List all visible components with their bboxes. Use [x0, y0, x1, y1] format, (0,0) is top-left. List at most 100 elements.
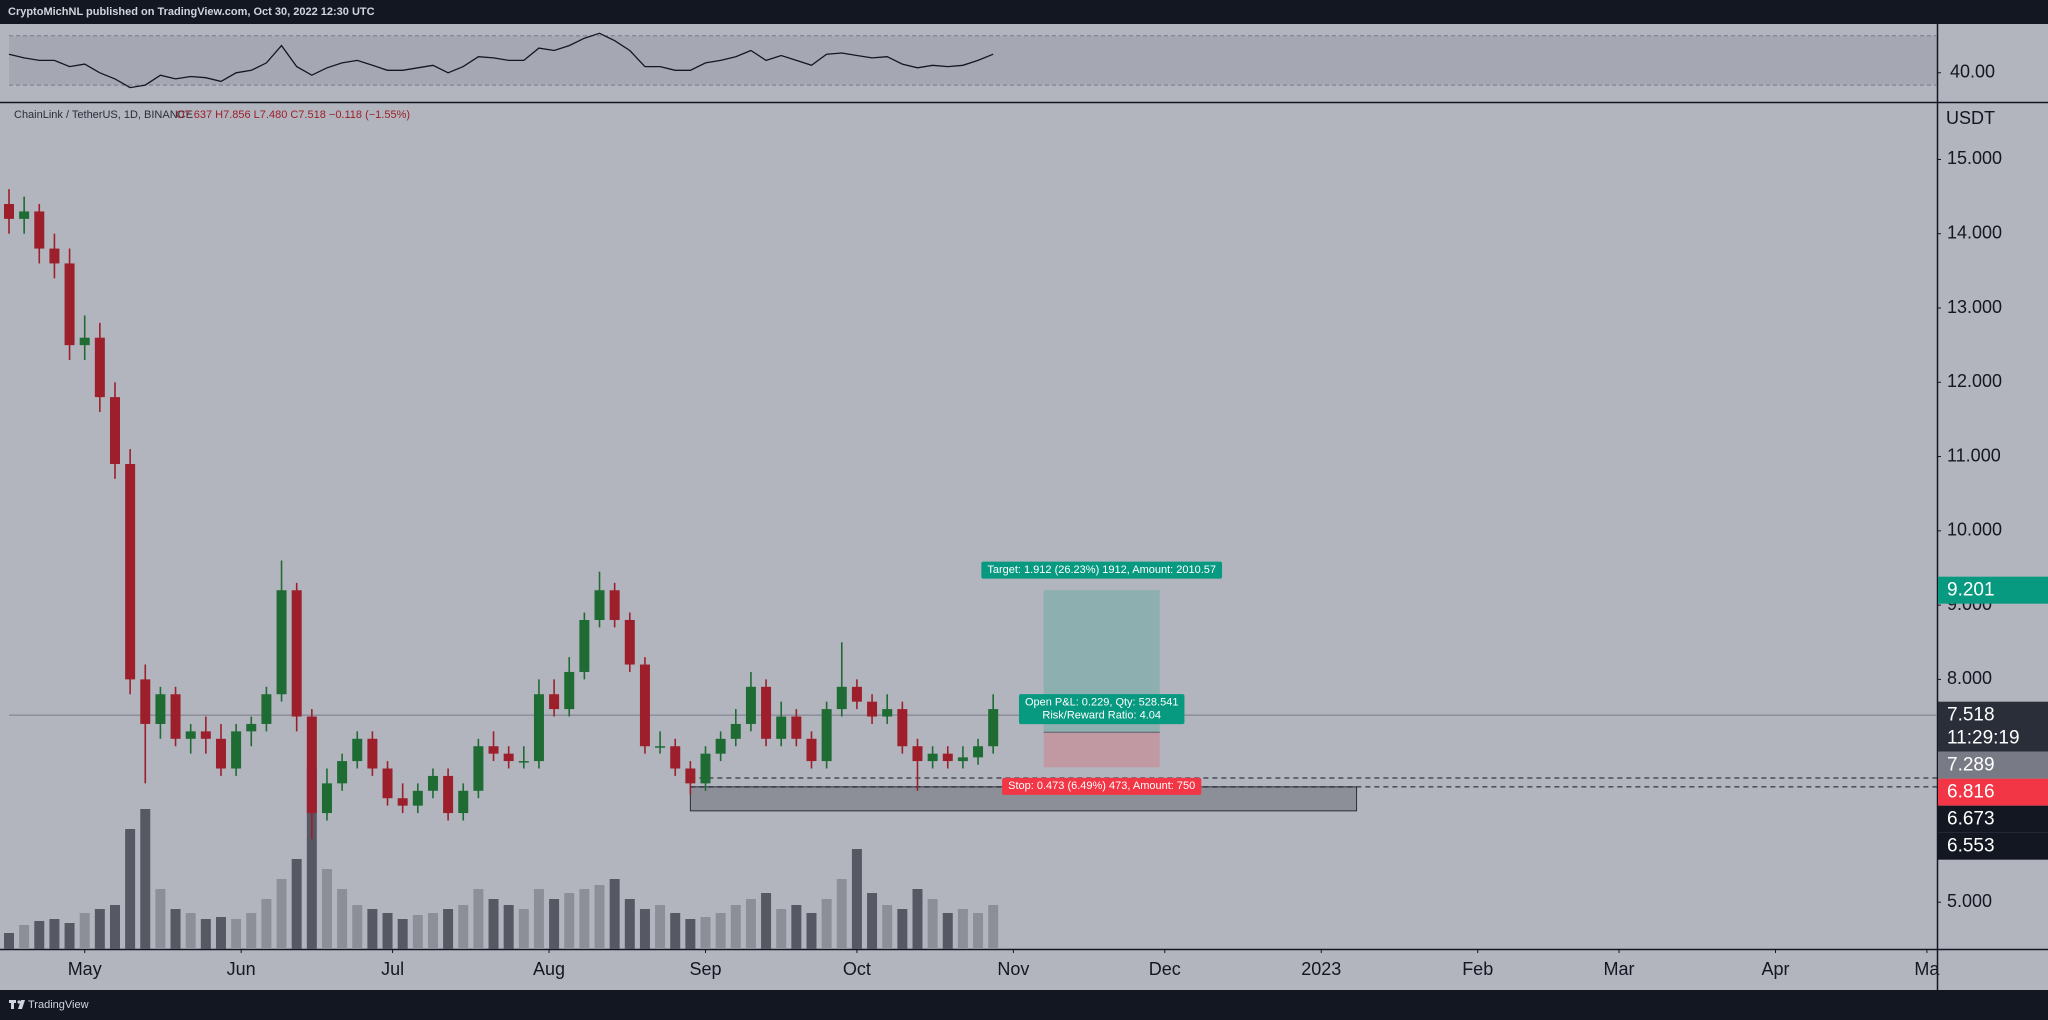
volume-bar [367, 909, 378, 949]
candle-body [412, 790, 423, 806]
candle-body [34, 211, 45, 249]
x-tick-label: Jul [381, 959, 404, 979]
candle-body [715, 738, 726, 754]
candle-body [443, 775, 454, 814]
candle-body [185, 731, 196, 739]
volume-bar [882, 905, 893, 949]
volume-bar [776, 909, 787, 949]
volume-bar [609, 879, 620, 949]
volume-bar [942, 913, 953, 949]
price-axis-label [1938, 751, 2048, 779]
candle-body [473, 746, 484, 791]
volume-bar [715, 913, 726, 949]
candle-body [246, 723, 257, 732]
chart-background [0, 24, 2048, 990]
volume-bar [473, 889, 484, 949]
candle-body [291, 590, 302, 717]
volume-bar [851, 849, 862, 949]
candle-body [533, 694, 544, 762]
pnl-label-bg [1018, 694, 1185, 725]
volume-bar [867, 893, 878, 949]
x-tick-label: Oct [843, 959, 871, 979]
volume-bar [503, 905, 514, 949]
volume-bar [185, 913, 196, 949]
candle-body [427, 775, 438, 791]
volume-bar [337, 889, 348, 949]
x-tick-label: Feb [1462, 959, 1493, 979]
rsi-tick-label: 40.00 [1950, 62, 1995, 82]
candle-body [806, 738, 817, 762]
volume-bar [624, 899, 635, 949]
stop-label-text: Stop: 0.473 (6.49%) 473, Amount: 750 [1008, 780, 1195, 792]
volume-bar [261, 899, 272, 949]
candle-body [851, 686, 862, 702]
volume-bar [730, 905, 741, 949]
candle-body [503, 753, 514, 762]
candle-body [518, 761, 529, 763]
candle-body [352, 738, 363, 762]
pnl-label-text: Open P&L: 0.229, Qty: 528.541 [1025, 697, 1179, 709]
candle-body [231, 731, 242, 769]
candle-body [957, 757, 968, 762]
y-tick-label: 13.000 [1947, 297, 2002, 317]
volume-bar [988, 905, 999, 949]
candle-body [821, 709, 832, 762]
candle-body [973, 746, 984, 758]
volume-bar [579, 889, 590, 949]
volume-bar [321, 869, 332, 949]
candle-body [776, 716, 787, 739]
stop-zone [1043, 732, 1160, 768]
candle-body [109, 397, 120, 464]
volume-bar [594, 885, 605, 949]
pnl-label-text: Risk/Reward Ratio: 4.04 [1042, 710, 1161, 722]
candle-body [579, 619, 590, 672]
candle-body [79, 337, 90, 346]
volume-bar [352, 905, 363, 949]
target-label: Target: 1.912 (26.23%) 1912, Amount: 201… [981, 561, 1223, 579]
rsi-band [9, 35, 1937, 86]
symbol-legend: ChainLink / TetherUS, 1D, BINANCE [14, 109, 193, 121]
volume-bar [533, 889, 544, 949]
candle-body [685, 768, 696, 784]
volume-bar [155, 889, 166, 949]
logo-part [18, 1000, 25, 1009]
volume-bar [397, 919, 408, 949]
volume-bar [806, 913, 817, 949]
candle-body [397, 798, 408, 806]
volume-bar [109, 905, 120, 949]
volume-bar [685, 919, 696, 949]
footer-brand: TradingView [28, 999, 89, 1011]
volume-bar [231, 919, 242, 949]
volume-bar [79, 913, 90, 949]
x-tick-label: Aug [533, 959, 565, 979]
price-axis-label [1938, 778, 2048, 806]
price-axis-label [1938, 576, 2048, 604]
candle-body [670, 746, 681, 769]
candle-body [624, 619, 635, 665]
stop-label: Stop: 0.473 (6.49%) 473, Amount: 750 [1002, 777, 1202, 795]
x-tick-label: Nov [997, 959, 1029, 979]
candle-body [170, 694, 181, 739]
volume-bar [700, 917, 711, 949]
rsi-line [8, 32, 994, 89]
candle-body [867, 701, 878, 717]
volume-bar [215, 917, 226, 949]
volume-bar [927, 899, 938, 949]
candle-body [988, 709, 999, 747]
target-label-text: Target: 1.912 (26.23%) 1912, Amount: 201… [987, 564, 1216, 576]
candle-body [94, 337, 105, 398]
y-tick-label: 14.000 [1947, 222, 2002, 242]
logo-part [17, 1000, 21, 1004]
volume-bar [125, 829, 136, 949]
candle-body [64, 263, 75, 346]
candle-body [200, 731, 211, 739]
publisher-text: CryptoMichNL published on TradingView.co… [8, 6, 375, 18]
volume-bar [821, 899, 832, 949]
volume-bar [549, 899, 560, 949]
volume-bar [761, 893, 772, 949]
candle-body [549, 694, 560, 710]
candle-body [49, 248, 60, 264]
volume-bar [170, 909, 181, 949]
